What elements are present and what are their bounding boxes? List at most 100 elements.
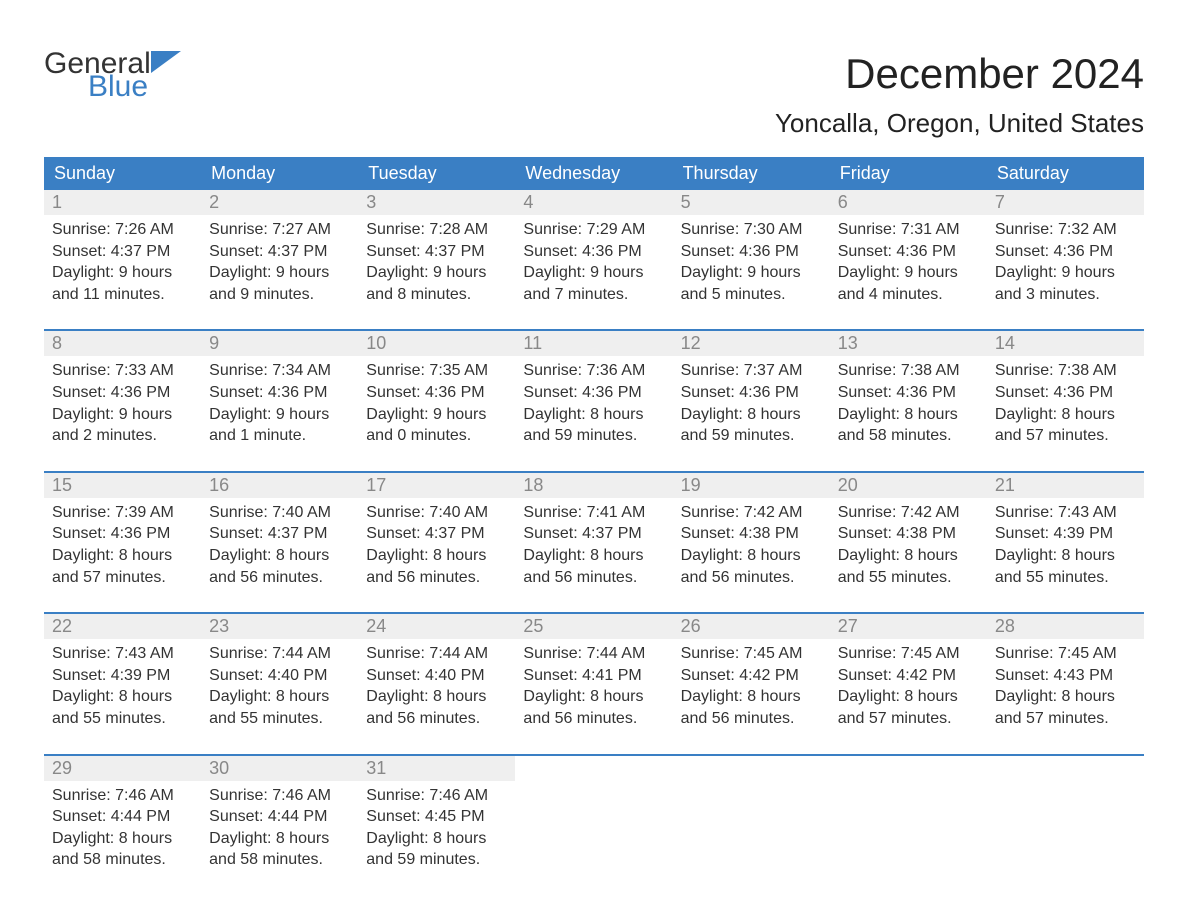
day-number: 26 <box>673 614 830 639</box>
sunset-line: Sunset: 4:36 PM <box>52 523 193 545</box>
daylight-line: Daylight: 8 hours and 56 minutes. <box>523 545 664 588</box>
day-number: 30 <box>201 756 358 781</box>
day-number: 22 <box>44 614 201 639</box>
daylight-line: Daylight: 9 hours and 11 minutes. <box>52 262 193 305</box>
day-number: 9 <box>201 331 358 356</box>
sunrise-line: Sunrise: 7:32 AM <box>995 219 1136 241</box>
sunset-line: Sunset: 4:40 PM <box>209 665 350 687</box>
sunset-line: Sunset: 4:37 PM <box>366 523 507 545</box>
daylight-line: Daylight: 8 hours and 57 minutes. <box>838 686 979 729</box>
day-details: Sunrise: 7:44 AMSunset: 4:40 PMDaylight:… <box>358 639 515 753</box>
sunrise-line: Sunrise: 7:38 AM <box>838 360 979 382</box>
calendar-day: 19Sunrise: 7:42 AMSunset: 4:38 PMDayligh… <box>673 472 830 613</box>
day-details: Sunrise: 7:40 AMSunset: 4:37 PMDaylight:… <box>201 498 358 612</box>
sunset-line: Sunset: 4:45 PM <box>366 806 507 828</box>
weekday-header: Friday <box>830 157 987 190</box>
calendar-day: 5Sunrise: 7:30 AMSunset: 4:36 PMDaylight… <box>673 190 830 330</box>
day-number: 18 <box>515 473 672 498</box>
day-number: 13 <box>830 331 987 356</box>
day-details: Sunrise: 7:37 AMSunset: 4:36 PMDaylight:… <box>673 356 830 470</box>
calendar-day: 3Sunrise: 7:28 AMSunset: 4:37 PMDaylight… <box>358 190 515 330</box>
daylight-line: Daylight: 8 hours and 58 minutes. <box>52 828 193 871</box>
daylight-line: Daylight: 8 hours and 55 minutes. <box>838 545 979 588</box>
day-details: Sunrise: 7:31 AMSunset: 4:36 PMDaylight:… <box>830 215 987 329</box>
day-number: 2 <box>201 190 358 215</box>
sunset-line: Sunset: 4:36 PM <box>366 382 507 404</box>
calendar-week: 8Sunrise: 7:33 AMSunset: 4:36 PMDaylight… <box>44 330 1144 471</box>
calendar-day: 8Sunrise: 7:33 AMSunset: 4:36 PMDaylight… <box>44 330 201 471</box>
day-number: 19 <box>673 473 830 498</box>
daylight-line: Daylight: 8 hours and 58 minutes. <box>838 404 979 447</box>
sunset-line: Sunset: 4:36 PM <box>681 241 822 263</box>
day-number: 10 <box>358 331 515 356</box>
sunrise-line: Sunrise: 7:45 AM <box>995 643 1136 665</box>
day-number: 3 <box>358 190 515 215</box>
weekday-header: Monday <box>201 157 358 190</box>
sunset-line: Sunset: 4:41 PM <box>523 665 664 687</box>
calendar-day: 9Sunrise: 7:34 AMSunset: 4:36 PMDaylight… <box>201 330 358 471</box>
day-number: 20 <box>830 473 987 498</box>
day-details: Sunrise: 7:46 AMSunset: 4:44 PMDaylight:… <box>201 781 358 895</box>
daylight-line: Daylight: 9 hours and 9 minutes. <box>209 262 350 305</box>
day-number: 17 <box>358 473 515 498</box>
brand-text: General Blue <box>44 50 181 100</box>
sunset-line: Sunset: 4:39 PM <box>52 665 193 687</box>
day-details: Sunrise: 7:32 AMSunset: 4:36 PMDaylight:… <box>987 215 1144 329</box>
calendar-day: 6Sunrise: 7:31 AMSunset: 4:36 PMDaylight… <box>830 190 987 330</box>
day-number: 24 <box>358 614 515 639</box>
header: General Blue December 2024 Yoncalla, Ore… <box>44 50 1144 139</box>
daylight-line: Daylight: 9 hours and 3 minutes. <box>995 262 1136 305</box>
calendar-day <box>830 755 987 895</box>
sunset-line: Sunset: 4:37 PM <box>366 241 507 263</box>
day-number: 21 <box>987 473 1144 498</box>
sunset-line: Sunset: 4:42 PM <box>838 665 979 687</box>
calendar-day <box>673 755 830 895</box>
sunrise-line: Sunrise: 7:43 AM <box>995 502 1136 524</box>
calendar-day: 10Sunrise: 7:35 AMSunset: 4:36 PMDayligh… <box>358 330 515 471</box>
sunrise-line: Sunrise: 7:40 AM <box>209 502 350 524</box>
day-number: 8 <box>44 331 201 356</box>
sunset-line: Sunset: 4:36 PM <box>838 382 979 404</box>
sunset-line: Sunset: 4:36 PM <box>995 241 1136 263</box>
calendar-day: 14Sunrise: 7:38 AMSunset: 4:36 PMDayligh… <box>987 330 1144 471</box>
weekday-header: Tuesday <box>358 157 515 190</box>
daylight-line: Daylight: 8 hours and 56 minutes. <box>366 686 507 729</box>
sunrise-line: Sunrise: 7:42 AM <box>681 502 822 524</box>
calendar-week: 15Sunrise: 7:39 AMSunset: 4:36 PMDayligh… <box>44 472 1144 613</box>
day-details: Sunrise: 7:35 AMSunset: 4:36 PMDaylight:… <box>358 356 515 470</box>
day-details: Sunrise: 7:28 AMSunset: 4:37 PMDaylight:… <box>358 215 515 329</box>
sunset-line: Sunset: 4:37 PM <box>209 241 350 263</box>
day-details: Sunrise: 7:44 AMSunset: 4:41 PMDaylight:… <box>515 639 672 753</box>
sunset-line: Sunset: 4:38 PM <box>838 523 979 545</box>
weekday-header: Saturday <box>987 157 1144 190</box>
day-details: Sunrise: 7:43 AMSunset: 4:39 PMDaylight:… <box>987 498 1144 612</box>
flag-icon <box>151 51 181 73</box>
sunset-line: Sunset: 4:37 PM <box>52 241 193 263</box>
sunrise-line: Sunrise: 7:34 AM <box>209 360 350 382</box>
daylight-line: Daylight: 8 hours and 56 minutes. <box>366 545 507 588</box>
daylight-line: Daylight: 8 hours and 59 minutes. <box>366 828 507 871</box>
day-details: Sunrise: 7:44 AMSunset: 4:40 PMDaylight:… <box>201 639 358 753</box>
calendar-day: 4Sunrise: 7:29 AMSunset: 4:36 PMDaylight… <box>515 190 672 330</box>
day-number: 29 <box>44 756 201 781</box>
calendar-day <box>987 755 1144 895</box>
calendar-table: SundayMondayTuesdayWednesdayThursdayFrid… <box>44 157 1144 895</box>
calendar-day: 17Sunrise: 7:40 AMSunset: 4:37 PMDayligh… <box>358 472 515 613</box>
day-details: Sunrise: 7:29 AMSunset: 4:36 PMDaylight:… <box>515 215 672 329</box>
calendar-day: 31Sunrise: 7:46 AMSunset: 4:45 PMDayligh… <box>358 755 515 895</box>
sunset-line: Sunset: 4:39 PM <box>995 523 1136 545</box>
day-details: Sunrise: 7:27 AMSunset: 4:37 PMDaylight:… <box>201 215 358 329</box>
daylight-line: Daylight: 8 hours and 55 minutes. <box>209 686 350 729</box>
sunset-line: Sunset: 4:36 PM <box>209 382 350 404</box>
page-title: December 2024 <box>775 50 1144 98</box>
day-details: Sunrise: 7:45 AMSunset: 4:42 PMDaylight:… <box>830 639 987 753</box>
sunrise-line: Sunrise: 7:36 AM <box>523 360 664 382</box>
daylight-line: Daylight: 8 hours and 56 minutes. <box>681 686 822 729</box>
sunrise-line: Sunrise: 7:33 AM <box>52 360 193 382</box>
day-number: 23 <box>201 614 358 639</box>
day-number: 1 <box>44 190 201 215</box>
sunset-line: Sunset: 4:37 PM <box>523 523 664 545</box>
daylight-line: Daylight: 9 hours and 0 minutes. <box>366 404 507 447</box>
sunset-line: Sunset: 4:43 PM <box>995 665 1136 687</box>
calendar-day: 28Sunrise: 7:45 AMSunset: 4:43 PMDayligh… <box>987 613 1144 754</box>
